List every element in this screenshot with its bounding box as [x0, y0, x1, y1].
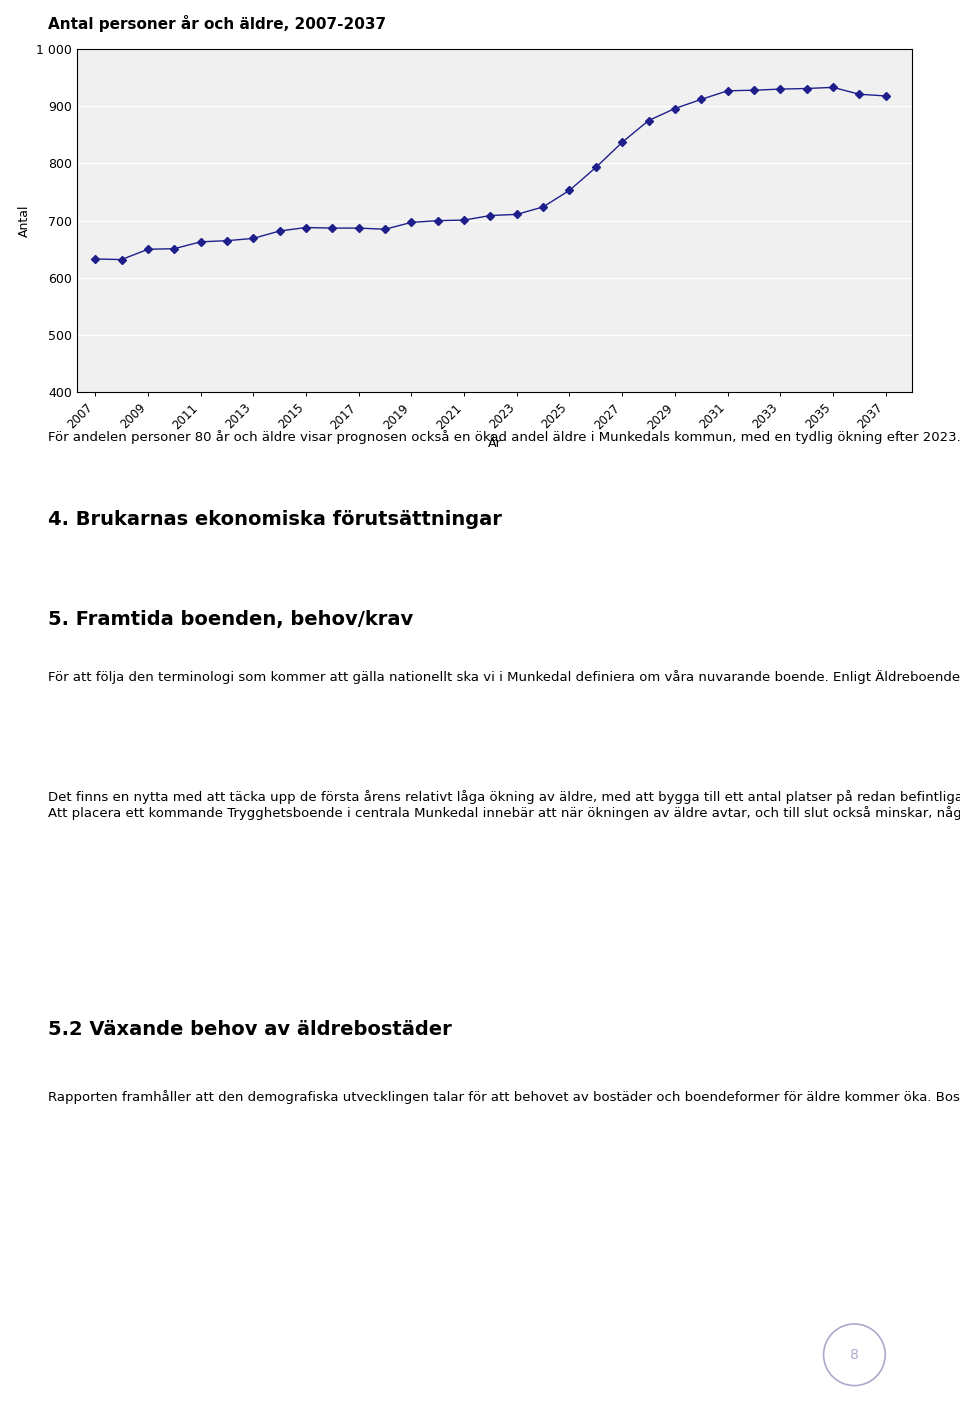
Text: Det finns en nytta med att täcka upp de första årens relativt låga ökning av äld: Det finns en nytta med att täcka upp de …: [48, 790, 960, 820]
Text: 4. Brukarnas ekonomiska förutsättningar: 4. Brukarnas ekonomiska förutsättningar: [48, 510, 502, 530]
Text: För att följa den terminologi som kommer att gälla nationellt ska vi i Munkedal : För att följa den terminologi som kommer…: [48, 670, 960, 684]
Text: 5.2 Växande behov av äldrebostäder: 5.2 Växande behov av äldrebostäder: [48, 1020, 452, 1040]
Text: 8: 8: [850, 1348, 859, 1362]
Y-axis label: Antal: Antal: [17, 205, 31, 237]
Text: 5. Framtida boenden, behov/krav: 5. Framtida boenden, behov/krav: [48, 609, 413, 629]
Text: För andelen personer 80 år och äldre visar prognosen också en ökad andel äldre i: För andelen personer 80 år och äldre vis…: [48, 430, 960, 444]
Text: Rapporten framhåller att den demografiska utvecklingen talar för att behovet av : Rapporten framhåller att den demografisk…: [48, 1090, 960, 1104]
X-axis label: År: År: [488, 437, 501, 450]
Text: Antal personer år och äldre, 2007-2037: Antal personer år och äldre, 2007-2037: [48, 15, 386, 32]
